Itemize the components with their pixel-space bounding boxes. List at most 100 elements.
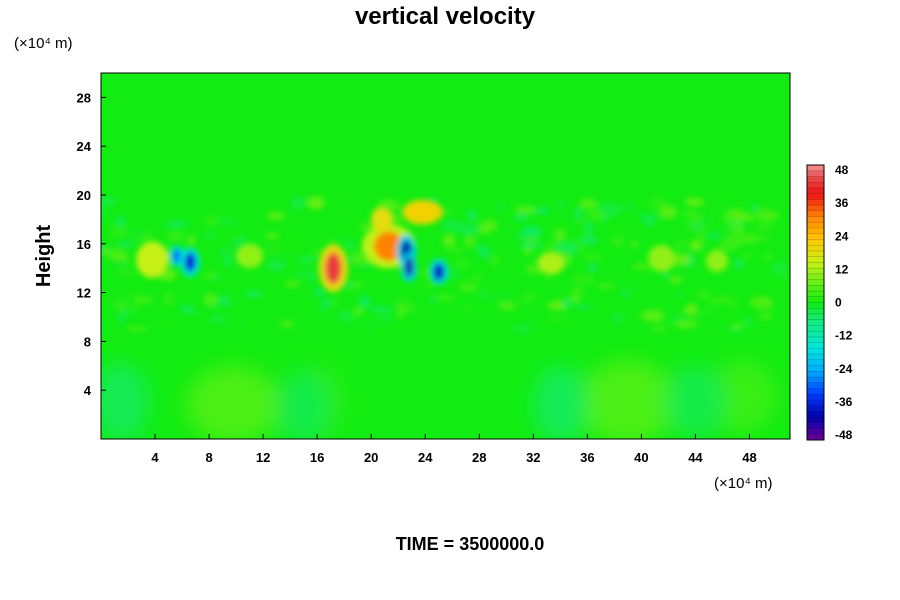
texture-blob bbox=[516, 233, 539, 240]
colorbar-swatch bbox=[807, 222, 824, 229]
velocity-feature bbox=[276, 371, 331, 439]
texture-blob bbox=[658, 205, 678, 219]
colorbar-swatch bbox=[807, 394, 824, 401]
x-tick-label: 24 bbox=[418, 450, 433, 465]
colorbar-swatch bbox=[807, 348, 824, 355]
colorbar-swatch bbox=[807, 417, 824, 424]
texture-blob bbox=[723, 214, 736, 226]
colorbar-swatch bbox=[807, 262, 824, 269]
texture-blob bbox=[514, 213, 529, 222]
colorbar-swatch bbox=[807, 428, 824, 435]
colorbar-swatch bbox=[807, 331, 824, 338]
texture-blob bbox=[351, 251, 367, 266]
texture-blob bbox=[218, 295, 231, 307]
texture-blob bbox=[101, 325, 108, 332]
velocity-feature bbox=[706, 249, 728, 272]
colorbar-swatch bbox=[807, 359, 824, 367]
texture-blob bbox=[528, 308, 546, 314]
chart-title: vertical velocity bbox=[355, 3, 536, 30]
texture-blob bbox=[584, 222, 593, 233]
texture-blob bbox=[203, 292, 218, 307]
texture-blob bbox=[558, 200, 565, 207]
y-tick-label: 16 bbox=[77, 237, 91, 252]
colorbar-swatch bbox=[807, 296, 824, 303]
texture-blob bbox=[310, 276, 317, 283]
texture-blob bbox=[398, 305, 405, 320]
x-tick-label: 48 bbox=[742, 450, 756, 465]
texture-blob bbox=[126, 326, 148, 332]
texture-blob bbox=[625, 204, 636, 210]
texture-blob bbox=[117, 293, 137, 306]
colorbar-swatch bbox=[807, 205, 824, 212]
texture-blob bbox=[581, 232, 589, 238]
texture-blob bbox=[632, 263, 651, 269]
texture-blob bbox=[750, 296, 774, 309]
velocity-feature bbox=[186, 365, 281, 439]
texture-blob bbox=[598, 283, 605, 288]
x-tick-label: 40 bbox=[634, 450, 648, 465]
colorbar-swatch bbox=[807, 365, 824, 372]
colorbar-border bbox=[806, 164, 825, 441]
x-tick-label: 36 bbox=[580, 450, 594, 465]
texture-blob bbox=[297, 256, 317, 264]
texture-blob bbox=[353, 307, 364, 315]
texture-blob bbox=[630, 241, 638, 248]
texture-blob bbox=[442, 235, 456, 247]
texture-blob bbox=[658, 317, 675, 328]
texture-blob bbox=[332, 299, 340, 307]
colorbar-swatch bbox=[807, 411, 824, 418]
texture-blob bbox=[730, 223, 745, 236]
colorbar-swatch bbox=[807, 291, 824, 298]
texture-blob bbox=[471, 272, 485, 283]
texture-blob bbox=[743, 214, 755, 221]
texture-blob bbox=[163, 292, 175, 306]
velocity-feature bbox=[172, 248, 181, 264]
texture-blob bbox=[578, 198, 597, 209]
texture-blob bbox=[364, 263, 372, 269]
colorbar: 48 36 24 12 0 -12 -24 -36 -48 bbox=[806, 163, 853, 442]
texture-blob bbox=[259, 238, 268, 251]
texture-blob bbox=[553, 228, 567, 241]
texture-blob bbox=[647, 309, 663, 322]
texture-blob bbox=[573, 207, 584, 221]
texture-blob bbox=[545, 316, 569, 321]
colorbar-tick-label: 12 bbox=[835, 262, 849, 276]
texture-blob bbox=[219, 231, 244, 239]
x-tick-label: 16 bbox=[310, 450, 324, 465]
x-unit-label: (×10⁴ m) bbox=[714, 475, 773, 492]
texture-blob bbox=[287, 240, 294, 246]
colorbar-swatch bbox=[807, 165, 824, 172]
texture-blob bbox=[750, 203, 759, 211]
texture-blob bbox=[610, 230, 628, 242]
colorbar-swatch bbox=[807, 285, 824, 292]
texture-blob bbox=[695, 305, 718, 317]
texture-blob bbox=[394, 297, 411, 310]
y-tick-label: 8 bbox=[84, 334, 91, 349]
texture-blob bbox=[481, 246, 490, 260]
texture-blob bbox=[284, 280, 300, 288]
texture-blob bbox=[494, 292, 512, 305]
velocity-feature bbox=[184, 252, 196, 272]
texture-blob bbox=[165, 220, 188, 229]
texture-blob bbox=[579, 235, 598, 245]
texture-blob bbox=[733, 259, 744, 270]
colorbar-swatch bbox=[807, 268, 824, 275]
velocity-feature bbox=[236, 243, 264, 269]
colorbar-swatch bbox=[807, 250, 824, 258]
texture-blob bbox=[754, 208, 770, 219]
texture-blob bbox=[216, 217, 240, 227]
texture-blob bbox=[440, 230, 460, 235]
x-tick-label: 44 bbox=[688, 450, 703, 465]
texture-blob bbox=[321, 298, 331, 308]
colorbar-swatch bbox=[807, 405, 824, 412]
texture-blob bbox=[108, 225, 128, 239]
velocity-feature bbox=[402, 199, 443, 225]
y-unit-label: (×10⁴ m) bbox=[14, 35, 73, 52]
texture-blob bbox=[723, 291, 731, 305]
velocity-feature bbox=[580, 359, 676, 439]
texture-blob bbox=[158, 318, 167, 325]
texture-blob bbox=[581, 253, 604, 260]
velocity-feature bbox=[404, 257, 414, 277]
